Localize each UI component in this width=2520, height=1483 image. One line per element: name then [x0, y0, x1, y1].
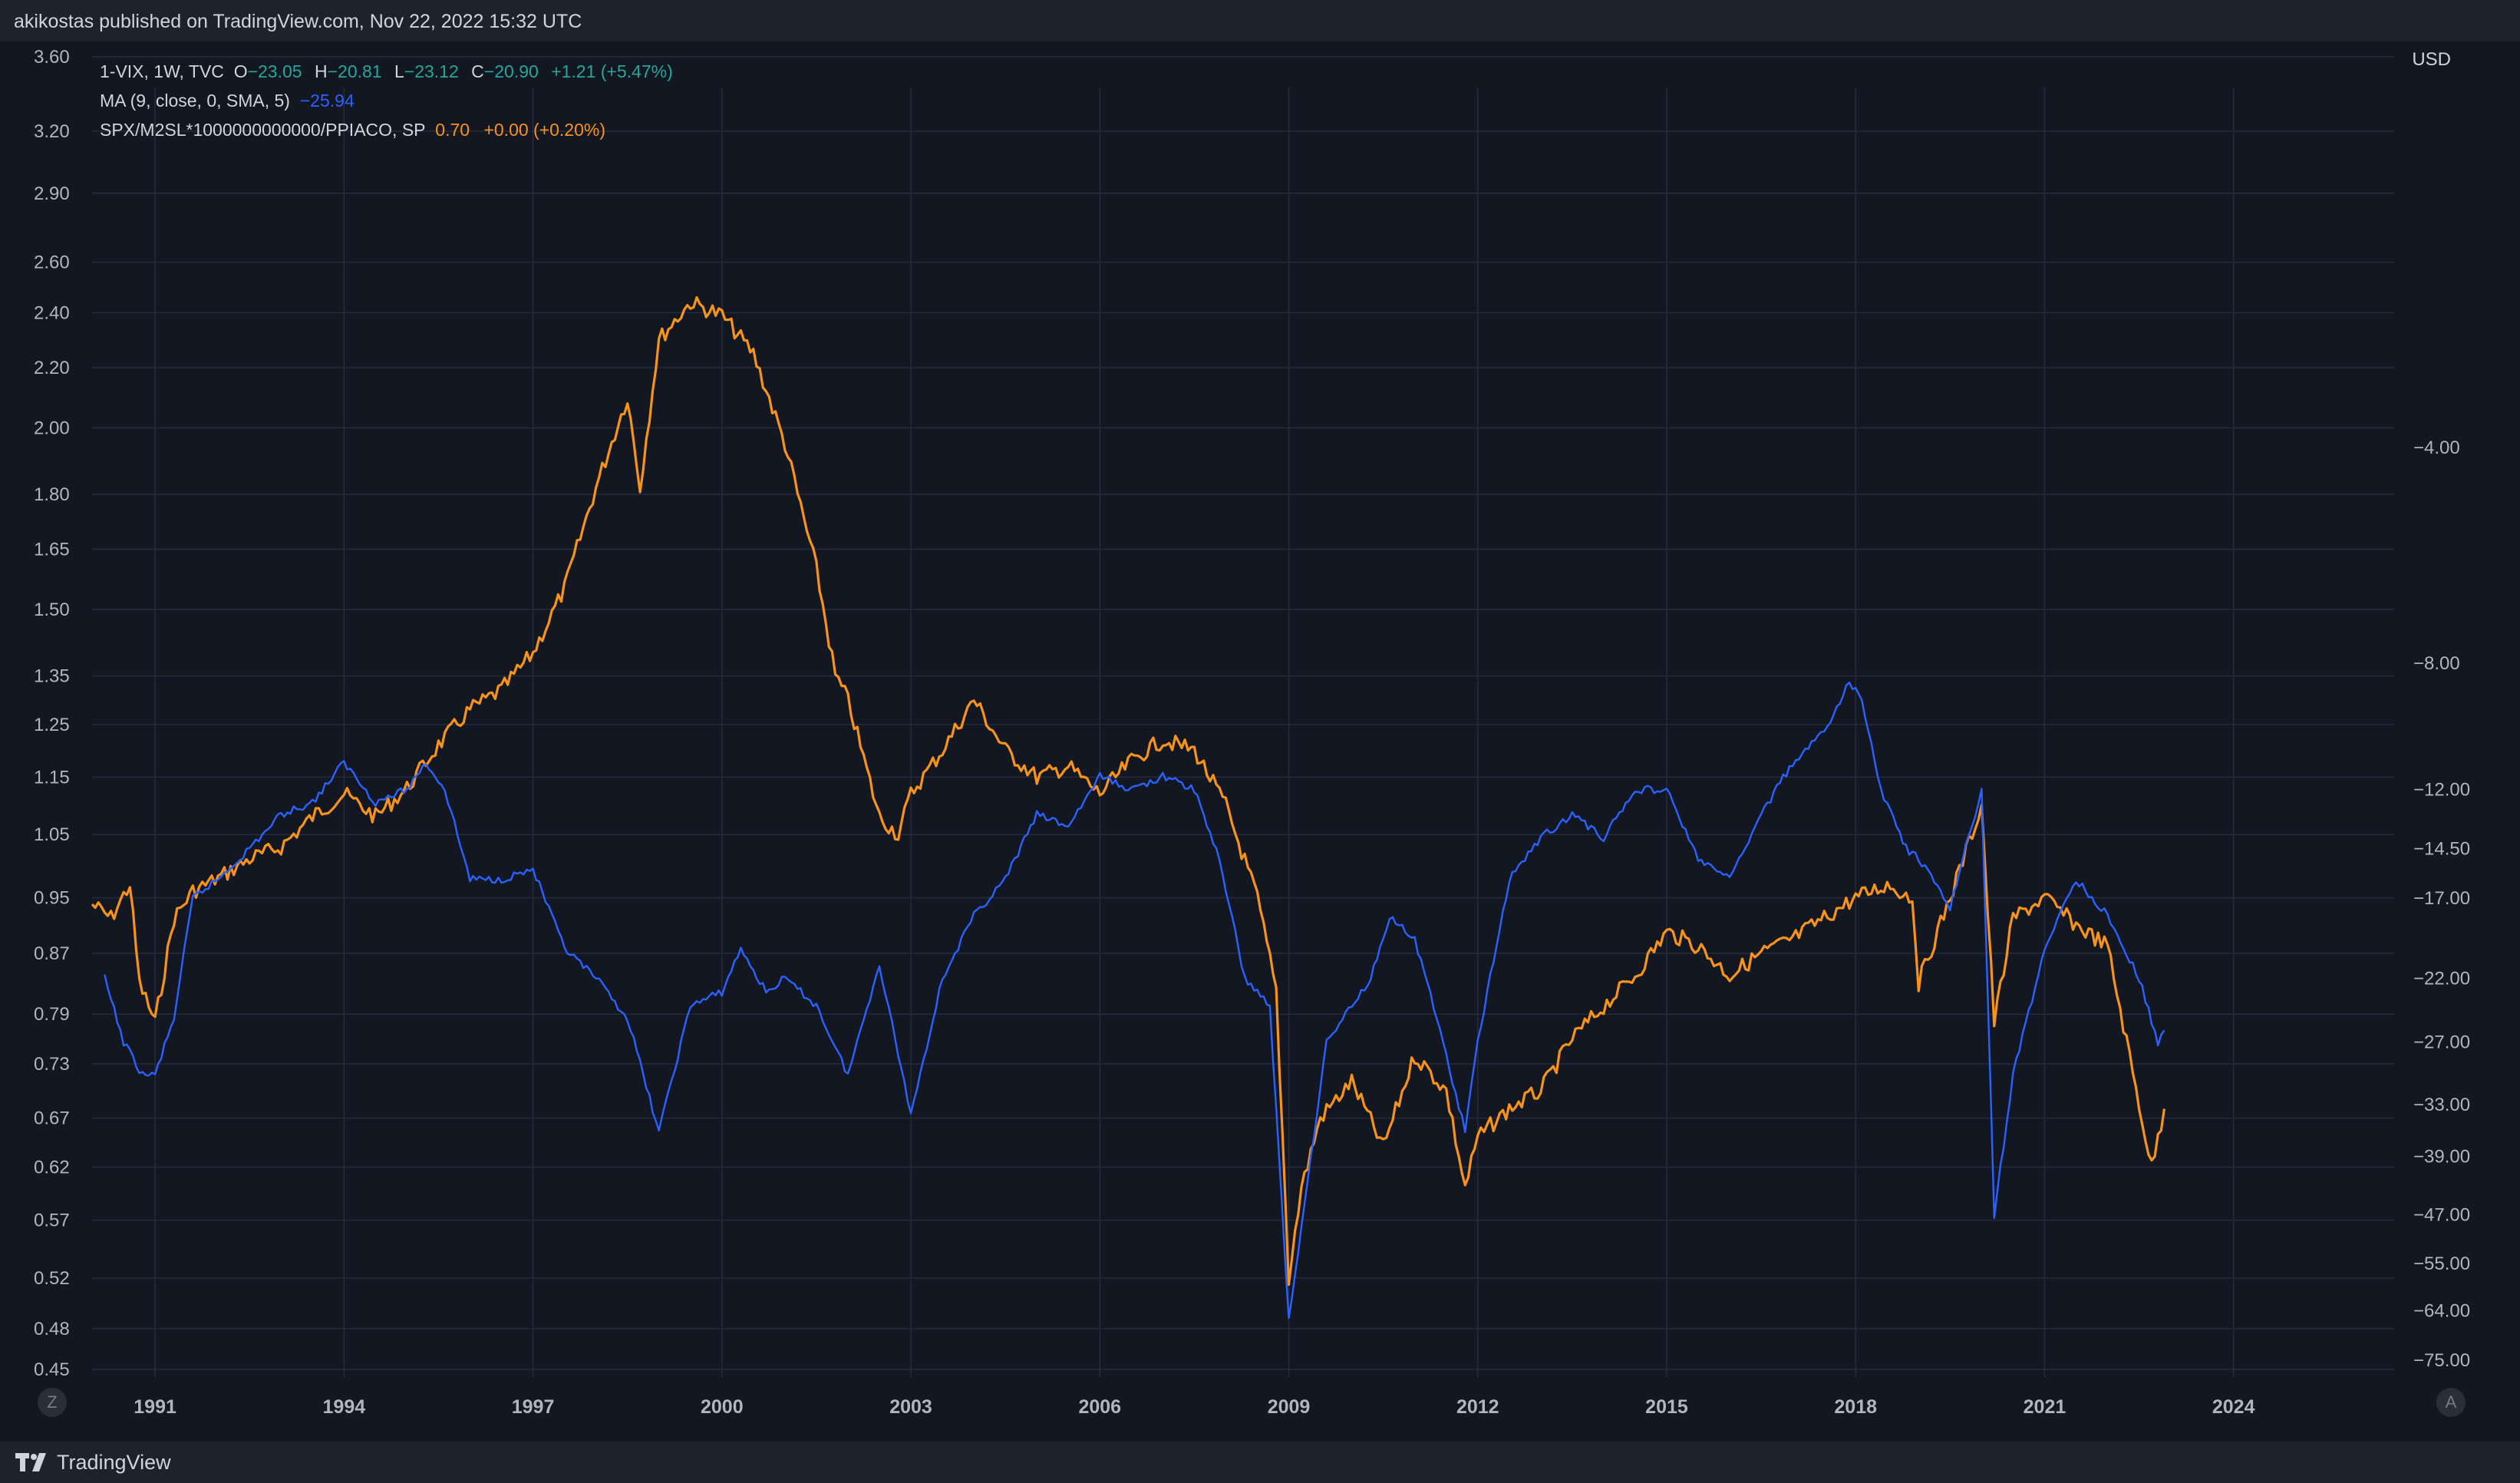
- left-tick-label: 0.79: [34, 1004, 70, 1025]
- time-axis: 1991 1994 1997 2000 2003 2006 2009 2012 2015 2018…: [134, 1396, 2254, 1418]
- vix-ma-line: [104, 681, 2165, 1320]
- right-tick-label: −39.00: [2413, 1147, 2470, 1168]
- footer: TradingView: [0, 1442, 2520, 1483]
- time-tick-label: 2024: [2212, 1396, 2255, 1418]
- spx-value: 0.70: [435, 120, 470, 140]
- right-tick-label: −47.00: [2413, 1204, 2470, 1225]
- left-tick-label: 2.40: [34, 302, 70, 323]
- chart-area[interactable]: 3.60 3.20 2.90 2.60 2.40 2.20 2.00 1.80 1.65 1.50…: [0, 41, 2520, 1442]
- brand-label: TradingView: [57, 1451, 171, 1474]
- left-tick-label: 1.65: [34, 540, 70, 560]
- left-tick-label: 3.20: [34, 121, 70, 142]
- auto-scale-left-button[interactable]: Z: [38, 1388, 67, 1417]
- close-label: C: [471, 61, 484, 81]
- high-value: −20.81: [327, 61, 382, 81]
- time-tick-label: 2021: [2024, 1396, 2066, 1418]
- right-tick-label: −55.00: [2413, 1253, 2470, 1274]
- series-layer: [91, 296, 2165, 1320]
- right-tick-label: −64.00: [2413, 1301, 2470, 1322]
- grid-lines: [92, 56, 2394, 1377]
- time-tick-label: 2009: [1268, 1396, 1311, 1418]
- time-tick-label: 1997: [512, 1396, 555, 1418]
- time-tick-label: 2003: [889, 1396, 932, 1418]
- right-tick-label: −14.50: [2413, 838, 2470, 859]
- publish-info: akikostas published on TradingView.com, …: [14, 11, 582, 32]
- right-tick-label: −22.00: [2413, 969, 2470, 989]
- close-value: −20.90: [483, 61, 539, 81]
- ma-value: −25.94: [299, 91, 355, 111]
- open-label: O: [233, 61, 248, 81]
- left-tick-label: 0.73: [34, 1054, 70, 1075]
- currency-unit: USD: [2412, 49, 2451, 70]
- left-tick-label: 0.57: [34, 1211, 70, 1231]
- time-tick-label: 2012: [1456, 1396, 1499, 1418]
- left-tick-label: 2.90: [34, 183, 70, 204]
- time-tick-label: 1994: [323, 1396, 366, 1418]
- vix-symbol: 1-VIX, 1W, TVC: [100, 61, 224, 81]
- low-value: −23.12: [404, 61, 459, 81]
- left-tick-label: 1.35: [34, 666, 70, 687]
- low-label: L: [394, 61, 404, 81]
- legend-vix[interactable]: 1-VIX, 1W, TVC O−23.05 H−20.81 L−23.12 C…: [100, 57, 681, 86]
- left-tick-label: 1.05: [34, 824, 70, 845]
- left-tick-label: 1.15: [34, 767, 70, 788]
- left-tick-label: 0.87: [34, 943, 70, 964]
- vix-change: +1.21 (+5.47%): [551, 61, 673, 81]
- time-tick-label: 2015: [1645, 1396, 1688, 1418]
- ma-label: MA (9, close, 0, SMA, 5): [100, 91, 290, 111]
- left-tick-label: 2.60: [34, 253, 70, 273]
- legend: 1-VIX, 1W, TVC O−23.05 H−20.81 L−23.12 C…: [100, 57, 681, 144]
- left-tick-label: 1.50: [34, 599, 70, 620]
- left-tick-label: 0.48: [34, 1319, 70, 1339]
- high-label: H: [314, 61, 328, 81]
- auto-scale-right-button[interactable]: A: [2436, 1388, 2466, 1417]
- right-tick-label: −33.00: [2413, 1095, 2470, 1115]
- right-tick-label: −27.00: [2413, 1032, 2470, 1053]
- tradingview-brand[interactable]: TradingView: [15, 1451, 171, 1475]
- spx-change: +0.00 (+0.20%): [483, 120, 606, 140]
- right-tick-label: −8.00: [2413, 653, 2460, 674]
- left-tick-label: 3.60: [34, 47, 70, 68]
- right-tick-label: −12.00: [2413, 780, 2470, 801]
- left-tick-label: 2.20: [34, 358, 70, 378]
- spx-label: SPX/M2SL*1000000000000/PPIACO, SP: [100, 120, 426, 140]
- time-tick-label: 2018: [1834, 1396, 1877, 1418]
- spx-ratio-line: [91, 296, 2165, 1286]
- left-tick-label: 0.95: [34, 888, 70, 909]
- left-tick-label: 0.45: [34, 1359, 70, 1380]
- time-tick-label: 1991: [134, 1396, 176, 1418]
- publish-header: akikostas published on TradingView.com, …: [0, 0, 2520, 41]
- right-tick-label: −4.00: [2413, 438, 2460, 458]
- right-axis: −4.00 −8.00 −12.00 −14.50 −17.00 −22.00 −27.00…: [2413, 438, 2470, 1371]
- time-tick-label: 2006: [1078, 1396, 1121, 1418]
- left-tick-label: 0.67: [34, 1108, 70, 1129]
- time-tick-label: 2000: [701, 1396, 744, 1418]
- open-value: −23.05: [247, 61, 302, 81]
- legend-spx[interactable]: SPX/M2SL*1000000000000/PPIACO, SP 0.70 +…: [100, 115, 681, 144]
- legend-ma[interactable]: MA (9, close, 0, SMA, 5) −25.94: [100, 86, 681, 115]
- left-tick-label: 0.52: [34, 1268, 70, 1289]
- right-tick-label: −17.00: [2413, 888, 2470, 909]
- left-axis: 3.60 3.20 2.90 2.60 2.40 2.20 2.00 1.80 1.65 1.50…: [34, 47, 70, 1380]
- left-tick-label: 0.62: [34, 1157, 70, 1177]
- left-tick-label: 1.80: [34, 484, 70, 505]
- right-tick-label: −75.00: [2413, 1350, 2470, 1371]
- price-chart[interactable]: 3.60 3.20 2.90 2.60 2.40 2.20 2.00 1.80 1.65 1.50…: [0, 41, 2520, 1442]
- left-tick-label: 1.25: [34, 715, 70, 735]
- tradingview-logo-icon: [15, 1452, 46, 1471]
- left-tick-label: 2.00: [34, 418, 70, 438]
